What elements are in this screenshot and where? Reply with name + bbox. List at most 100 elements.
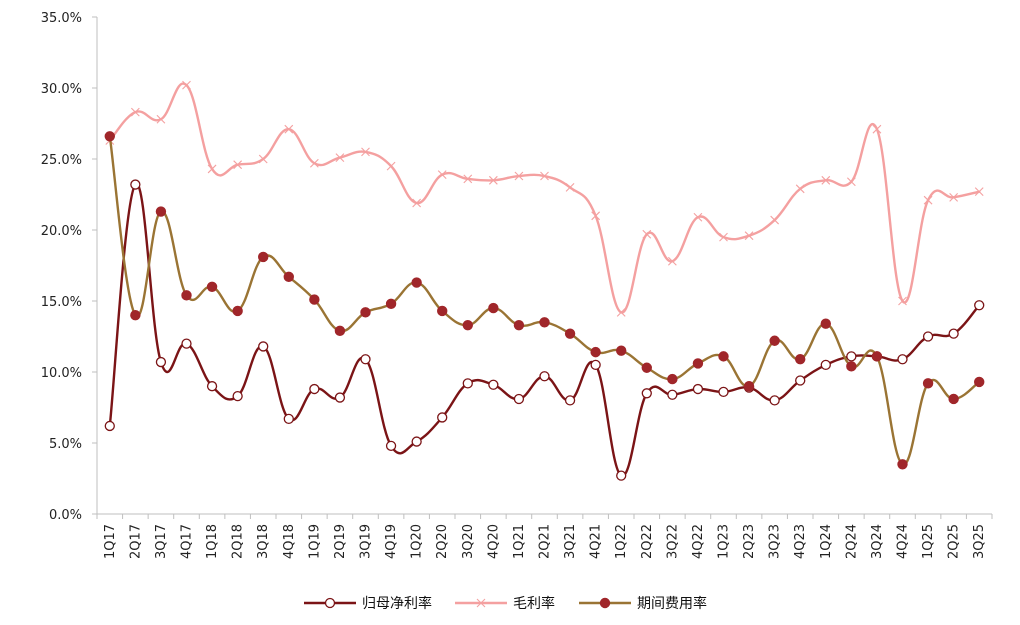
- x-tick-label: 2Q17: [128, 524, 143, 559]
- data-point: [463, 174, 473, 184]
- x-tick-label: 3Q19: [359, 524, 374, 559]
- data-point: [564, 395, 576, 406]
- data-point: [207, 164, 217, 174]
- data-point: [412, 198, 422, 208]
- legend-item: 毛利率: [455, 595, 555, 612]
- data-point: [513, 319, 525, 331]
- x-tick-label: 2Q24: [844, 524, 859, 559]
- x-tick-label: 3Q20: [461, 524, 476, 559]
- data-point: [948, 328, 959, 339]
- data-point: [130, 107, 140, 117]
- data-point: [334, 325, 346, 337]
- data-point: [923, 195, 933, 205]
- x-tick-label: 4Q19: [384, 524, 399, 559]
- data-point: [309, 158, 319, 168]
- data-point: [744, 231, 754, 241]
- data-point: [283, 413, 294, 425]
- data-point: [591, 211, 601, 221]
- data-point: [437, 170, 447, 180]
- data-point: [233, 160, 243, 170]
- data-point: [539, 371, 550, 382]
- data-point: [922, 378, 934, 389]
- legend-label: 归母净利率: [362, 595, 432, 612]
- legend-label: 期间费用率: [637, 595, 707, 612]
- x-tick-label: 4Q20: [486, 524, 501, 559]
- data-point: [284, 124, 294, 134]
- data-point: [155, 206, 167, 217]
- x-tick-label: 4Q18: [282, 524, 297, 559]
- x-tick-label: 3Q21: [563, 524, 578, 559]
- data-point: [130, 310, 141, 321]
- x-tick-label: 1Q19: [307, 524, 322, 559]
- data-point: [821, 175, 831, 185]
- data-point: [258, 251, 269, 263]
- data-point: [667, 389, 678, 400]
- x-tick-label: 1Q20: [410, 524, 425, 559]
- data-point: [565, 183, 575, 192]
- x-tick-label: 2Q19: [333, 524, 348, 559]
- data-point: [616, 470, 627, 481]
- data-point: [898, 296, 907, 306]
- y-tick-label: 5.0%: [49, 437, 82, 452]
- data-point: [846, 361, 857, 372]
- x-tick-label: 4Q21: [589, 524, 604, 559]
- x-tick-label: 4Q17: [180, 524, 195, 559]
- data-point: [693, 212, 703, 222]
- series-line: [108, 182, 981, 477]
- x-tick-label: 4Q23: [793, 524, 808, 559]
- data-point: [334, 392, 346, 403]
- data-point: [641, 362, 652, 373]
- data-point: [232, 390, 243, 402]
- data-point: [922, 331, 934, 342]
- data-point: [258, 341, 269, 352]
- data-point: [692, 383, 704, 395]
- data-point: [718, 386, 729, 398]
- data-point: [974, 300, 985, 311]
- x-tick-label: 3Q22: [665, 524, 680, 559]
- x-tick-label: 1Q17: [103, 524, 118, 559]
- data-point: [642, 229, 652, 239]
- data-point: [411, 277, 422, 288]
- data-point: [770, 215, 780, 225]
- legend-item: 归母净利率: [304, 595, 432, 612]
- y-tick-label: 35.0%: [41, 11, 82, 26]
- x-tick-label: 3Q24: [870, 524, 885, 559]
- data-point: [488, 379, 499, 390]
- data-point: [462, 378, 473, 389]
- data-point: [155, 356, 167, 368]
- x-tick-label: 3Q18: [256, 524, 271, 559]
- legend-item: 期间费用率: [579, 595, 707, 612]
- x-tick-label: 1Q24: [819, 524, 834, 559]
- legend-label: 毛利率: [513, 595, 555, 612]
- data-point: [897, 459, 908, 470]
- y-tick-label: 20.0%: [41, 224, 82, 239]
- series-2: [104, 131, 985, 470]
- data-point: [156, 114, 166, 124]
- data-point: [232, 305, 243, 317]
- x-tick-label: 1Q18: [205, 524, 220, 559]
- data-point: [769, 395, 780, 406]
- data-point: [411, 436, 422, 447]
- data-point: [437, 305, 448, 317]
- data-point: [335, 153, 345, 162]
- data-point: [974, 376, 985, 388]
- data-point: [488, 175, 498, 185]
- data-point: [641, 388, 652, 399]
- data-point: [361, 147, 370, 157]
- data-point: [820, 359, 831, 371]
- x-tick-label: 4Q24: [896, 524, 911, 559]
- series-line: [108, 135, 981, 466]
- x-tick-label: 2Q22: [640, 524, 655, 559]
- data-point: [795, 184, 805, 194]
- legend-marker: [324, 597, 336, 609]
- data-point: [719, 232, 728, 242]
- data-point: [360, 354, 371, 365]
- data-point: [206, 381, 218, 392]
- series-1: [105, 80, 984, 317]
- legend: 归母净利率 毛利率 期间费用率: [304, 595, 707, 612]
- data-point: [540, 171, 549, 181]
- data-point: [206, 281, 218, 293]
- data-point: [385, 298, 397, 310]
